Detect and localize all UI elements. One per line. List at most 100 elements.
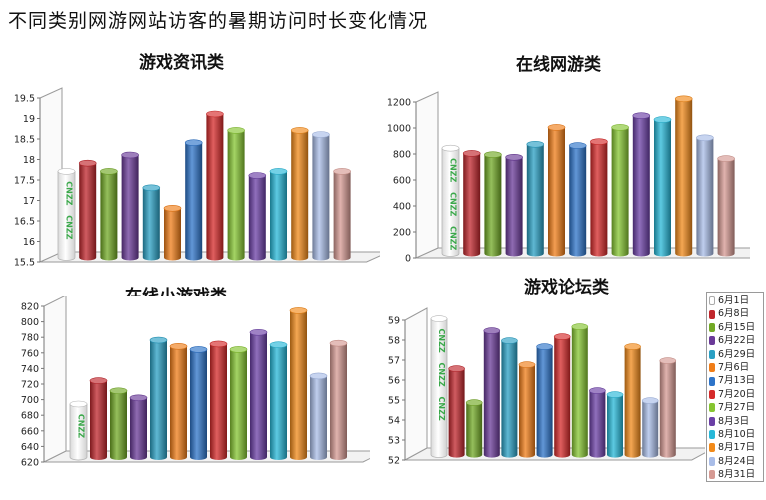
y-tick-label: 400	[393, 202, 411, 213]
bar	[674, 95, 693, 257]
legend-label: 6月15日	[718, 321, 756, 333]
legend-item: 8月3日	[709, 415, 763, 428]
legend-label: 7月6日	[718, 361, 750, 373]
bar	[501, 337, 518, 458]
legend-label: 7月27日	[718, 402, 756, 414]
legend-swatch	[709, 363, 715, 373]
y-tick-label: 720	[21, 380, 39, 391]
legend-swatch	[709, 416, 715, 426]
watermark-text: CNZZ	[65, 215, 74, 239]
legend-swatch	[709, 349, 715, 359]
legend-swatch	[709, 309, 715, 319]
bar	[526, 140, 545, 257]
watermark-text: CNZZ	[437, 397, 446, 421]
y-tick-label: 800	[393, 150, 411, 161]
bar	[312, 131, 330, 261]
chart-title-game-news: 游戏资讯类	[139, 53, 224, 73]
bar	[653, 116, 672, 257]
watermark-text: CNZZ	[437, 329, 446, 353]
bar	[518, 361, 536, 458]
bar	[129, 394, 148, 461]
legend-item: 6月22日	[709, 334, 763, 347]
legend-item: 6月29日	[709, 348, 763, 361]
bar: CNZZ CNZZ	[57, 168, 76, 261]
bar	[121, 151, 139, 261]
bar	[89, 377, 108, 461]
chart-casual-games: 620 640 660 680 700 720 740 760 780 800 820 CNZZ	[21, 296, 370, 469]
y-tick-label: 17	[23, 196, 35, 207]
y-tick-label: 620	[21, 458, 39, 469]
bar	[209, 340, 228, 461]
legend-item: 8月10日	[709, 428, 763, 441]
watermark-text: CNZZ	[437, 363, 446, 387]
bar	[109, 387, 128, 461]
bar	[269, 168, 288, 261]
bar	[624, 343, 641, 458]
legend-swatch	[709, 443, 715, 453]
bar	[309, 372, 328, 461]
bar	[229, 346, 248, 461]
chart-legend: 6月1日 6月8日 6月15日 6月22日 6月29日 7月6日 7月13日 7月20日 7月2…	[706, 292, 764, 483]
legend-label: 7月20日	[718, 388, 756, 400]
legend-label: 6月1日	[718, 295, 750, 306]
y-tick-label: 700	[21, 395, 39, 406]
legend-swatch	[709, 470, 715, 480]
legend-item: 7月6日	[709, 361, 763, 374]
legend-swatch	[709, 322, 715, 332]
legend-item: 7月20日	[709, 388, 763, 401]
bar	[641, 397, 659, 458]
watermark-text: CNZZ	[449, 192, 458, 216]
bar	[206, 110, 224, 261]
y-tick-label: 19.5	[14, 94, 35, 105]
y-tick-label: 58	[388, 336, 400, 347]
bar	[590, 138, 608, 257]
bar: CNZZ CNZZ CNZZ	[430, 315, 448, 458]
watermark-text: CNZZ	[449, 226, 458, 250]
watermark-text: CNZZ	[65, 181, 74, 205]
y-tick-label: 53	[388, 436, 400, 447]
y-tick-label: 59	[388, 316, 400, 327]
bar: CNZZ CNZZ CNZZ	[441, 144, 460, 257]
y-tick-label: 800	[21, 317, 39, 328]
bar	[227, 127, 245, 261]
bar: CNZZ	[69, 400, 88, 461]
bar	[606, 391, 624, 458]
bar	[78, 159, 97, 261]
watermark-text: CNZZ	[77, 414, 86, 438]
y-tick-label: 18.5	[14, 135, 35, 146]
y-tick-label: 1000	[387, 124, 411, 135]
bar	[448, 365, 465, 458]
bar	[142, 184, 161, 261]
bar	[248, 172, 267, 261]
chart-title-online-games: 在线网游类	[516, 55, 601, 75]
legend-swatch	[709, 376, 715, 386]
y-tick-label: 740	[21, 364, 39, 375]
bar	[611, 124, 629, 257]
legend-item: 6月15日	[709, 321, 763, 334]
legend-label: 6月22日	[718, 335, 756, 347]
bar	[632, 112, 651, 257]
bar	[289, 307, 308, 461]
y-tick-label: 760	[21, 348, 39, 359]
bar	[169, 342, 188, 461]
legend-label: 8月10日	[718, 428, 756, 440]
legend-swatch	[709, 456, 715, 466]
y-tick-label: 680	[21, 411, 39, 422]
legend-item: 7月13日	[709, 374, 763, 387]
legend-label: 8月24日	[718, 455, 756, 467]
y-tick-label: 660	[21, 426, 39, 437]
bar	[483, 327, 501, 458]
legend-label: 8月31日	[718, 469, 756, 481]
chart-game-news: 15.5 16 16.5 17 17.5 18 18.5 19 19.5 CNZZ CNZZ	[14, 87, 380, 269]
legend-swatch	[709, 336, 715, 346]
bar	[571, 323, 589, 458]
y-tick-label: 16.5	[14, 217, 35, 228]
legend-swatch	[709, 389, 715, 399]
bar	[149, 336, 168, 461]
y-tick-label: 640	[21, 442, 39, 453]
page-title: 不同类别网游网站访客的暑期访问时长变化情况	[8, 10, 429, 32]
bar	[484, 151, 502, 257]
y-tick-label: 0	[405, 254, 411, 265]
bar	[553, 333, 571, 458]
y-tick-label: 54	[388, 416, 400, 427]
